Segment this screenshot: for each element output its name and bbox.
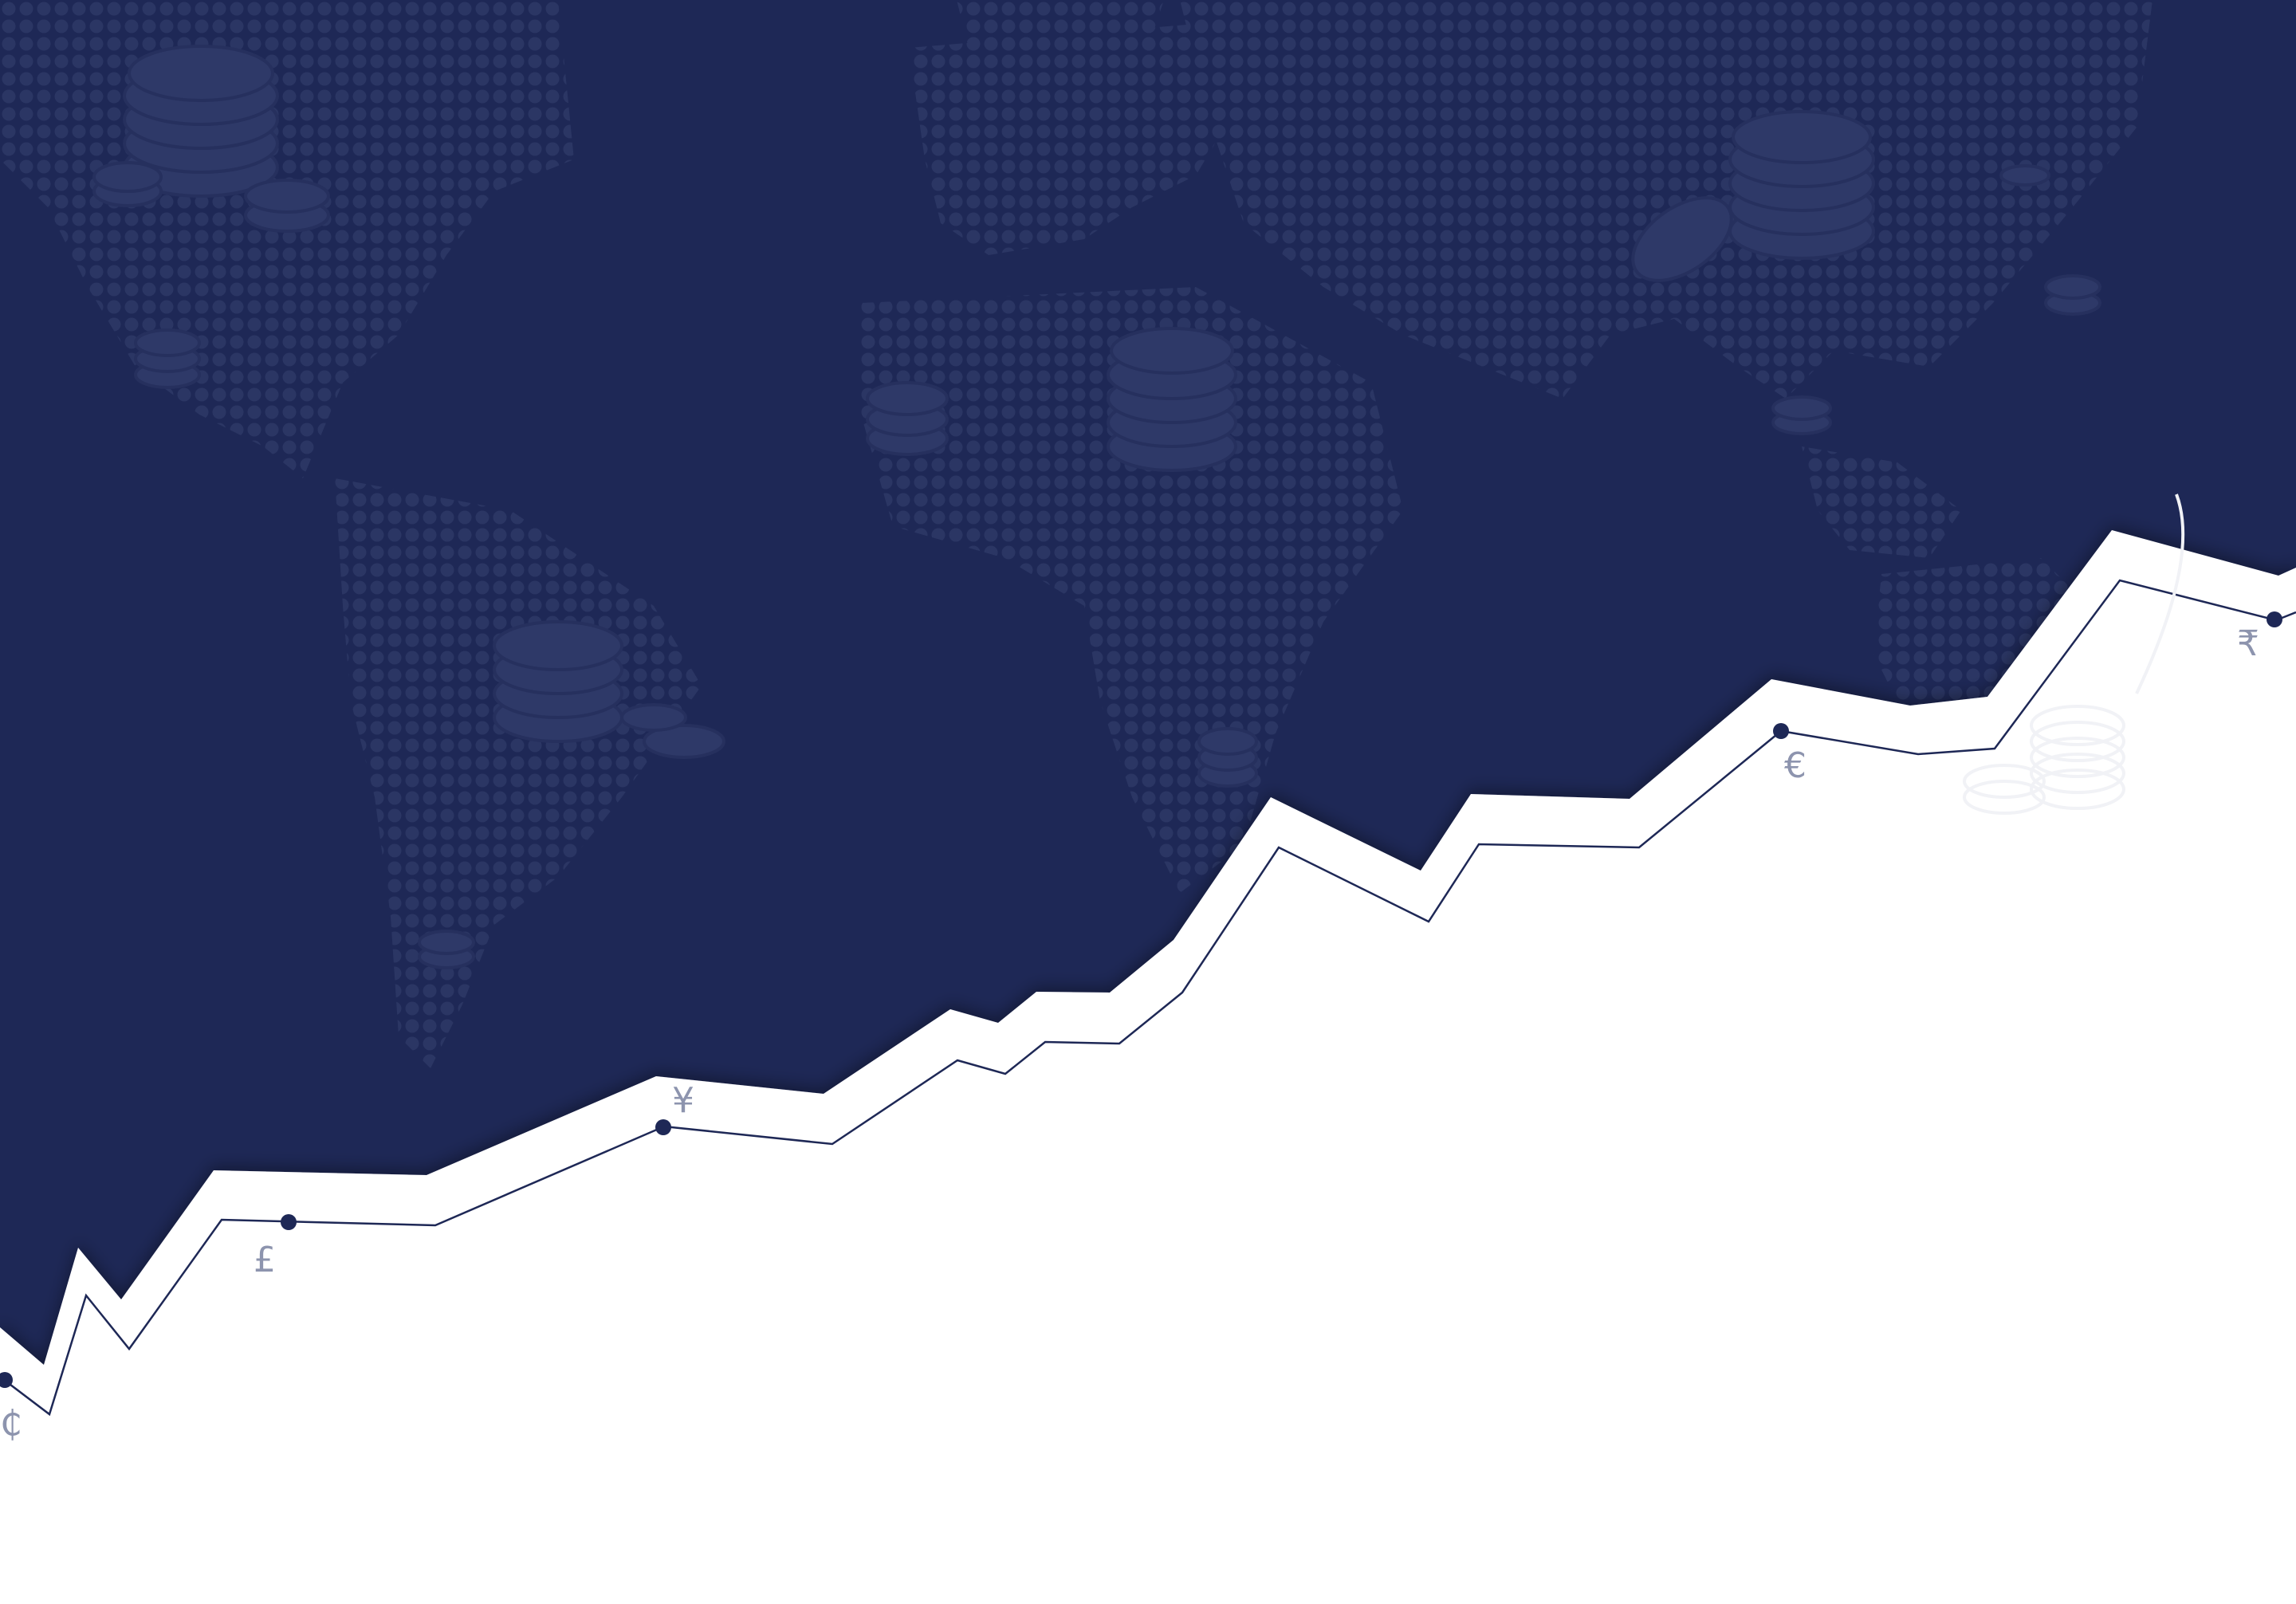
trend-line bbox=[0, 579, 2296, 1417]
coin-stack-icon bbox=[92, 45, 2101, 969]
data-point-euro bbox=[1773, 723, 1789, 739]
currency-symbol-rupee: ₹ bbox=[2237, 623, 2259, 664]
data-point-pound bbox=[281, 1214, 297, 1230]
faint-coin-stack-icon bbox=[1963, 493, 2185, 815]
data-point-yen bbox=[655, 1119, 671, 1135]
currency-symbol-pound: £ bbox=[254, 1240, 276, 1280]
data-point-icon bbox=[0, 611, 2282, 1388]
white-area bbox=[0, 530, 2296, 1604]
currency-symbol-euro: € bbox=[1784, 745, 1807, 786]
currency-symbol-yen: ¥ bbox=[672, 1080, 694, 1121]
data-point-rupee bbox=[2267, 611, 2282, 627]
data-point-cedi bbox=[0, 1372, 13, 1388]
currency-symbol-cedi: ₵ bbox=[0, 1403, 22, 1444]
